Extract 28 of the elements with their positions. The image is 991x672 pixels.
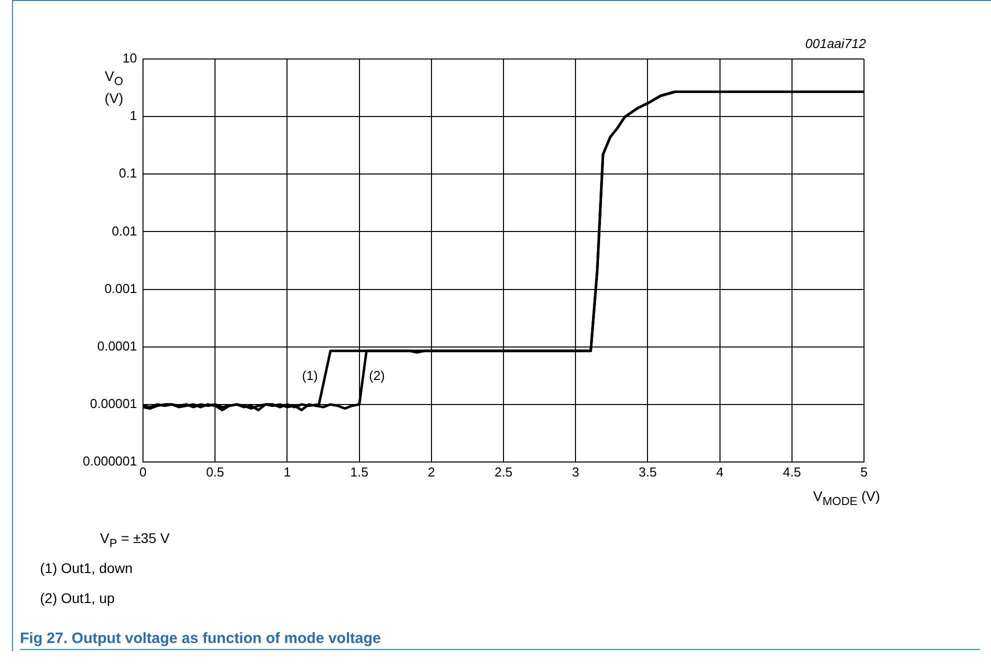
annotation: (1) bbox=[302, 368, 318, 383]
y-axis-title: V$_{O}$ (V) bbox=[104, 68, 124, 106]
x-tick-label: 1 bbox=[284, 464, 291, 480]
x-tick-label: 3.5 bbox=[638, 464, 657, 480]
x-tick-label: 2 bbox=[428, 464, 436, 480]
y-tick-label: 10 bbox=[122, 50, 137, 66]
x-tick-label: 4 bbox=[716, 464, 724, 480]
x-tick-label: 0 bbox=[139, 464, 147, 480]
text: (2) Out1, up bbox=[40, 590, 115, 606]
x-tick-label: 0.5 bbox=[206, 464, 224, 480]
annotation: (2) bbox=[369, 368, 385, 383]
text: (1) Out1, down bbox=[40, 560, 133, 576]
x-tick-label: 2.5 bbox=[494, 464, 513, 480]
y-tick-label: 1 bbox=[130, 108, 137, 124]
x-tick-label: 4.5 bbox=[782, 464, 801, 480]
y-tick-label: 0.1 bbox=[118, 166, 137, 181]
text: Fig 27. Output voltage as function of mode voltage bbox=[20, 630, 980, 650]
y-tick-label: 0.000001 bbox=[82, 454, 137, 469]
y-tick-label: 0.0001 bbox=[97, 338, 137, 354]
y-tick-label: 0.001 bbox=[104, 280, 137, 296]
x-tick-label: 5 bbox=[860, 464, 868, 480]
y-tick-label: 0.01 bbox=[112, 223, 137, 238]
y-tick-label: 0.00001 bbox=[90, 396, 137, 412]
text: 001aai712 bbox=[805, 36, 866, 51]
x-tick-label: 1.5 bbox=[350, 464, 368, 480]
x-axis-title: V$_{MODE}$ (V) bbox=[813, 488, 880, 508]
x-tick-label: 3 bbox=[572, 464, 580, 480]
text: V$_{P}$ = ±35 V bbox=[100, 530, 170, 550]
